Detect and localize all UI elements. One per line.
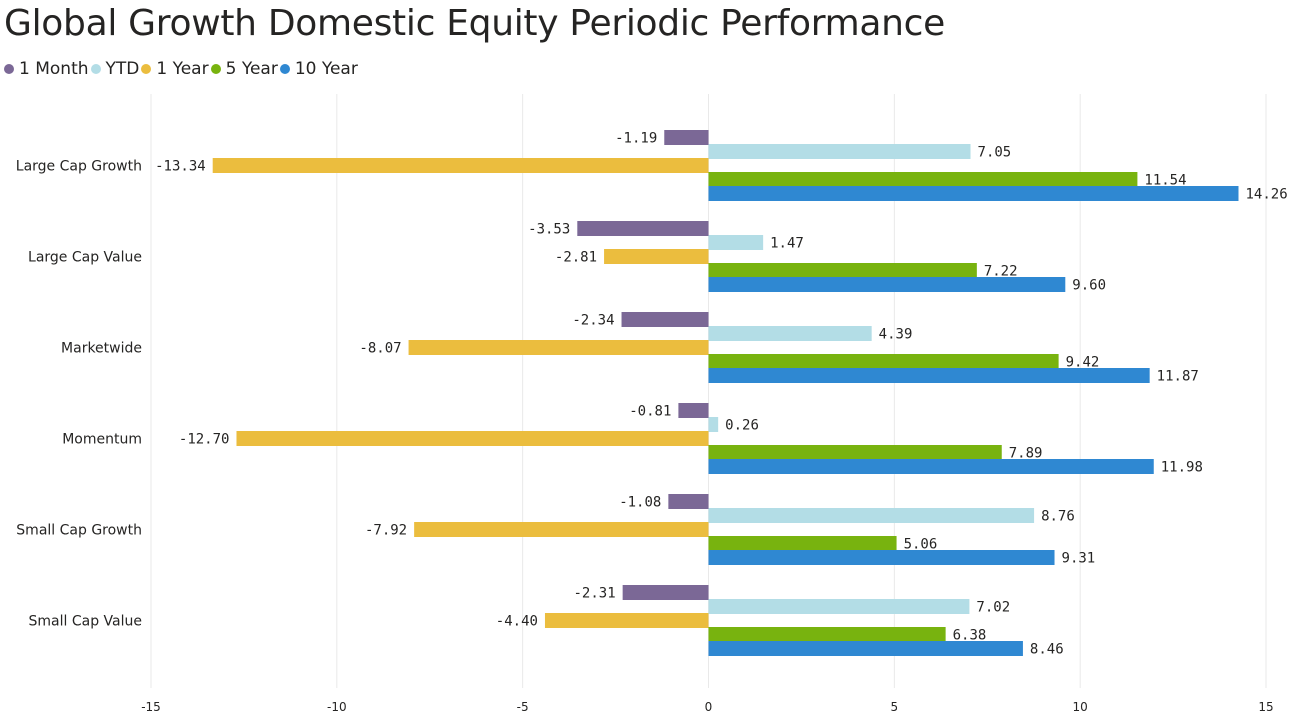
data-label: -2.31 <box>573 586 615 602</box>
data-label: 8.76 <box>1041 509 1075 525</box>
bar <box>544 613 709 628</box>
data-label: -12.70 <box>179 432 230 448</box>
data-label: 11.98 <box>1161 460 1203 476</box>
x-tick-label: -5 <box>517 700 529 714</box>
data-label: 1.47 <box>770 236 804 252</box>
data-label: 7.22 <box>984 264 1018 280</box>
x-tick-label: 5 <box>891 700 899 714</box>
data-label: 6.38 <box>953 628 987 644</box>
bar <box>604 249 709 264</box>
legend-label: 10 Year <box>294 59 358 79</box>
data-label: 9.60 <box>1072 278 1106 294</box>
category-label: Momentum <box>62 432 142 448</box>
x-tick-label: 10 <box>1073 700 1088 714</box>
bar <box>708 445 1002 460</box>
bar <box>414 522 709 537</box>
data-label: 9.42 <box>1066 355 1100 371</box>
data-label: -8.07 <box>359 341 401 357</box>
bar <box>708 627 946 642</box>
legend-item[interactable]: 1 Month <box>4 59 89 79</box>
data-label: -13.34 <box>155 159 206 175</box>
data-label: 7.05 <box>978 145 1012 161</box>
bar <box>708 536 897 551</box>
legend-marker <box>279 64 290 74</box>
data-label: 11.87 <box>1157 369 1199 385</box>
bar <box>708 354 1059 369</box>
bar <box>622 585 709 600</box>
legend-marker <box>210 64 221 74</box>
data-label: -4.40 <box>496 614 538 630</box>
bar <box>708 326 872 341</box>
category-label: Large Cap Value <box>28 250 142 266</box>
legend-item[interactable]: 1 Year <box>141 59 209 79</box>
legend-label: 1 Month <box>19 59 89 79</box>
bar <box>708 144 971 159</box>
x-tick-label: 15 <box>1258 700 1273 714</box>
x-tick-label: -10 <box>327 700 347 714</box>
legend-marker <box>4 64 14 74</box>
category-label: Small Cap Growth <box>16 523 142 539</box>
data-label: 11.54 <box>1144 173 1186 189</box>
legend-marker <box>90 64 101 74</box>
bar <box>621 312 709 327</box>
x-tick-label: -15 <box>141 700 161 714</box>
bar <box>668 494 709 509</box>
bar <box>708 417 719 432</box>
bar <box>708 235 764 250</box>
data-label: 7.02 <box>976 600 1010 616</box>
data-label: 4.39 <box>879 327 913 343</box>
bar <box>708 459 1154 474</box>
legend-item[interactable]: YTD <box>90 59 140 79</box>
data-label: 5.06 <box>904 537 938 553</box>
legend-label: 5 Year <box>225 59 278 79</box>
bar <box>708 508 1035 523</box>
category-label: Small Cap Value <box>29 614 142 630</box>
bar <box>664 130 709 145</box>
chart-title: Global Growth Domestic Equity Periodic P… <box>4 3 946 44</box>
data-label: -7.92 <box>365 523 407 539</box>
legend: 1 Month YTD 1 Year 5 Year 10 Year <box>4 58 360 80</box>
data-label: -3.53 <box>528 222 570 238</box>
bar <box>708 277 1066 292</box>
bar <box>708 263 977 278</box>
category-label: Marketwide <box>61 341 142 357</box>
bar <box>577 221 709 236</box>
data-label: -2.34 <box>572 313 614 329</box>
bar <box>236 431 709 446</box>
bar <box>708 599 970 614</box>
legend-marker <box>141 64 152 74</box>
legend-label: YTD <box>105 59 140 79</box>
data-label: 8.46 <box>1030 642 1064 658</box>
category-label: Large Cap Growth <box>16 159 142 175</box>
legend-item[interactable]: 10 Year <box>279 59 358 79</box>
data-label: 14.26 <box>1245 187 1287 203</box>
bar <box>708 641 1023 656</box>
bar <box>708 368 1150 383</box>
data-label: -1.08 <box>619 495 661 511</box>
x-tick-label: 0 <box>705 700 713 714</box>
data-label: -1.19 <box>615 131 657 147</box>
data-label: -2.81 <box>555 250 597 266</box>
data-label: 0.26 <box>725 418 759 434</box>
data-label: 7.89 <box>1009 446 1043 462</box>
bar <box>678 403 709 418</box>
legend-item[interactable]: 5 Year <box>210 59 278 79</box>
bar <box>212 158 709 173</box>
bar <box>708 186 1239 201</box>
bar <box>408 340 709 355</box>
legend-label: 1 Year <box>156 59 209 79</box>
data-label: -0.81 <box>629 404 671 420</box>
bar <box>708 550 1055 565</box>
bar <box>708 172 1138 187</box>
data-label: 9.31 <box>1062 551 1096 567</box>
